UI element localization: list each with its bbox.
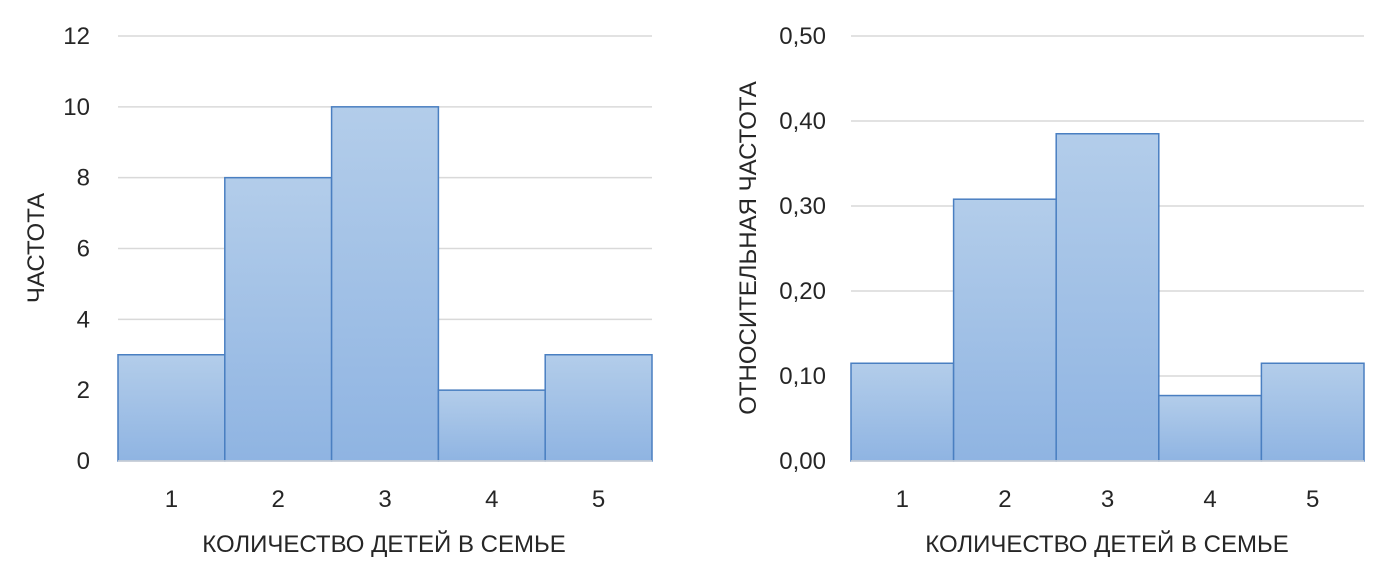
y-tick-label: 0 <box>77 448 90 475</box>
bar <box>1260 362 1365 462</box>
x-tick-label: 5 <box>592 486 605 513</box>
y-axis-title: ЧАСТОТА <box>23 193 50 303</box>
x-tick-label: 5 <box>1306 486 1319 513</box>
frequency-histogram: ЧАСТОТА КОЛИЧЕСТВО ДЕТЕЙ В СЕМЬЕ 0 2 4 6 8 10… <box>23 23 653 558</box>
bar <box>330 106 440 462</box>
y-tick-label: 0,00 <box>779 448 826 475</box>
x-tick-label: 2 <box>998 486 1011 513</box>
bar <box>952 198 1057 462</box>
y-tick-label: 6 <box>77 236 90 263</box>
y-tick-label: 0,40 <box>779 108 826 135</box>
y-tick-label: 0,50 <box>779 23 826 50</box>
x-tick-label: 3 <box>1101 486 1114 513</box>
y-tick-label: 8 <box>77 165 90 192</box>
y-tick-label: 0,30 <box>779 193 826 220</box>
bar <box>117 354 226 462</box>
x-tick-label: 2 <box>272 486 285 513</box>
bar <box>1055 133 1160 462</box>
bar <box>1158 394 1263 462</box>
x-axis-title: КОЛИЧЕСТВО ДЕТЕЙ В СЕМЬЕ <box>925 530 1288 558</box>
bar <box>224 176 333 462</box>
bar <box>437 389 546 462</box>
y-tick-label: 4 <box>77 306 90 333</box>
x-tick-label: 4 <box>1203 486 1216 513</box>
y-tick-label: 12 <box>63 23 90 50</box>
y-tick-label: 2 <box>77 377 90 404</box>
relative-frequency-histogram: ОТНОСИТЕЛЬНАЯ ЧАСТОТА КОЛИЧЕСТВО ДЕТЕЙ В… <box>735 23 1365 558</box>
y-tick-label: 0,10 <box>779 363 826 390</box>
x-axis-title: КОЛИЧЕСТВО ДЕТЕЙ В СЕМЬЕ <box>202 530 565 558</box>
y-tick-label: 0,20 <box>779 278 826 305</box>
bar <box>850 362 955 462</box>
x-tick-label: 4 <box>485 486 498 513</box>
x-tick-label: 3 <box>378 486 391 513</box>
x-tick-label: 1 <box>896 486 909 513</box>
y-axis-title: ОТНОСИТЕЛЬНАЯ ЧАСТОТА <box>735 81 762 415</box>
y-tick-label: 10 <box>63 94 90 121</box>
bar <box>544 354 653 462</box>
x-tick-label: 1 <box>165 486 178 513</box>
